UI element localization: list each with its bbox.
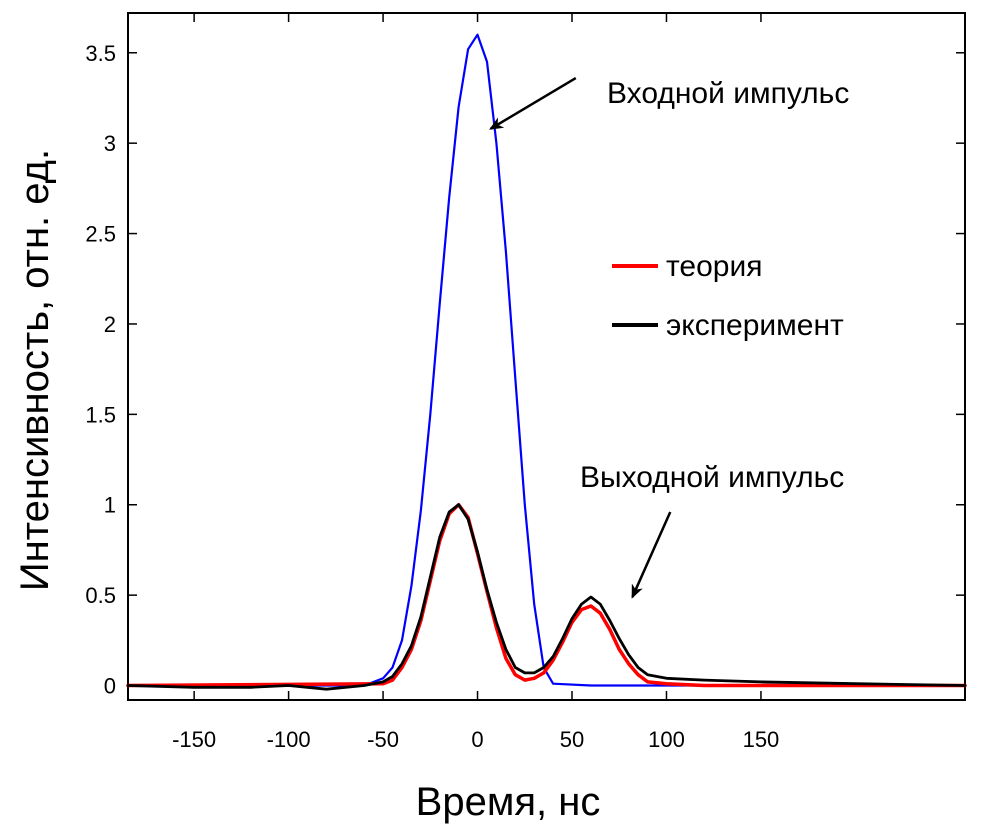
y-axis-title: Интенсивность, отн. ед. bbox=[13, 149, 57, 591]
y-tick-label: 0.5 bbox=[85, 583, 116, 608]
x-tick-label: -150 bbox=[172, 727, 216, 752]
y-tick-label: 2 bbox=[104, 312, 116, 337]
annotation-arrow-output bbox=[631, 511, 672, 599]
x-tick-label: 0 bbox=[471, 727, 483, 752]
legend-label-эксперимент: эксперимент bbox=[666, 309, 844, 342]
x-tick-label: -100 bbox=[267, 727, 311, 752]
series-line-input-pulse bbox=[126, 33, 967, 687]
series-layer bbox=[126, 33, 967, 691]
series-line-эксперимент bbox=[126, 503, 967, 691]
y-tick-label: 0 bbox=[104, 674, 116, 699]
annotation-layer: Входной импульс Выходной импульс bbox=[489, 77, 849, 599]
y-tick-label: 2.5 bbox=[85, 222, 116, 247]
y-tick-label: 3 bbox=[104, 131, 116, 156]
x-tick-label: 50 bbox=[560, 727, 584, 752]
axis-layer: -150 -100 -50 0 50 100 150 0 0.5 1 1.5 2 2.5 3 3.5 bbox=[85, 13, 965, 752]
plot-frame bbox=[127, 12, 966, 701]
plot-area bbox=[127, 12, 966, 701]
y-tick-label: 1 bbox=[104, 493, 116, 518]
x-tick-label: 150 bbox=[743, 727, 780, 752]
x-tick-label: -50 bbox=[367, 727, 399, 752]
y-tick-label: 3.5 bbox=[85, 41, 116, 66]
x-axis-title: Время, нс bbox=[416, 780, 601, 824]
x-tick-label: 100 bbox=[648, 727, 685, 752]
annotation-input-pulse: Входной импульс bbox=[607, 77, 849, 110]
y-tick-label: 1.5 bbox=[85, 402, 116, 427]
annotation-output-pulse: Выходной импульс bbox=[580, 461, 844, 494]
legend: теория эксперимент bbox=[612, 250, 844, 342]
series-line-теория bbox=[126, 502, 967, 688]
legend-label-теория: теория bbox=[666, 250, 762, 283]
annotation-arrow-input bbox=[489, 77, 577, 130]
